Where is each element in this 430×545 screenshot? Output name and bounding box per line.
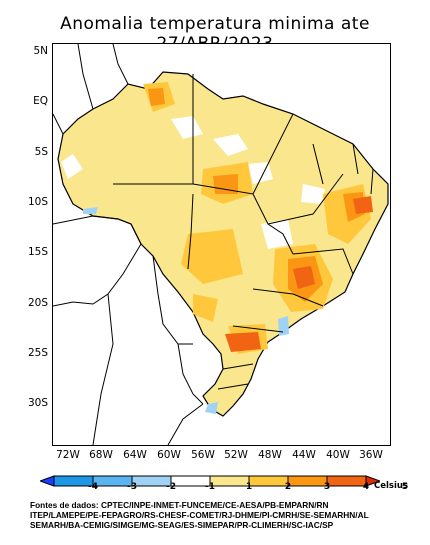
neutral-patch: [171, 116, 203, 139]
lon-label-44w: 44W: [292, 449, 316, 461]
colorbar: [40, 475, 380, 487]
hot-region: [148, 88, 165, 106]
very-hot-region: [353, 196, 373, 214]
colorbar-tick-label: -2: [166, 482, 176, 492]
very-hot-region: [225, 332, 261, 352]
colorbar-arrow-left: [40, 475, 55, 487]
colorbar-tick-label: 3: [323, 482, 331, 492]
colorbar-tick-label: 2: [284, 482, 292, 492]
lon-label-60w: 60W: [157, 449, 181, 461]
sources-line-1: Fontes de dados: CPTEC/INPE-INMET-FUNCEM…: [30, 500, 329, 510]
warm-region: [181, 229, 243, 284]
hot-region: [213, 174, 238, 194]
neutral-patch: [261, 219, 293, 249]
lat-label-5n: 5N: [33, 45, 48, 57]
colorbar-arrow-right: [365, 475, 380, 487]
lon-label-52w: 52W: [224, 449, 248, 461]
colorbar-tick-label: -3: [127, 482, 137, 492]
warm-region: [193, 294, 218, 322]
lon-label-68w: 68W: [89, 449, 113, 461]
country-borders: [53, 44, 204, 445]
lat-label-30s: 30S: [27, 397, 48, 409]
lon-label-64w: 64W: [123, 449, 147, 461]
data-sources: Fontes de dados: CPTEC/INPE-INMET-FUNCEM…: [30, 500, 428, 530]
lon-label-48w: 48W: [258, 449, 282, 461]
neutral-patch: [213, 134, 248, 156]
lon-label-72w: 72W: [56, 449, 80, 461]
lat-label-eq: EQ: [33, 95, 48, 107]
lon-label-36w: 36W: [359, 449, 383, 461]
lat-label-15s: 15S: [27, 246, 48, 258]
sources-line-2: ITEP/LAMEPE/PE-FEPAGRO/RS-CHESF-COMET/RJ…: [30, 510, 369, 520]
colorbar-tick-label: 4: [362, 482, 370, 492]
lat-label-20s: 20S: [27, 297, 48, 309]
lat-label-5s: 5S: [34, 146, 48, 158]
colorbar-unit: Celsius: [374, 481, 408, 491]
lon-label-40w: 40W: [326, 449, 350, 461]
cold-patch: [278, 316, 289, 336]
neutral-patch: [301, 184, 325, 204]
sources-line-3: SEMARH/BA-CEMIG/SIMGE/MG-SEAG/ES-SIMEPAR…: [30, 520, 334, 530]
lat-label-25s: 25S: [27, 347, 48, 359]
state-borders: [113, 74, 374, 390]
neutral-patch: [61, 154, 83, 179]
cold-patch: [205, 402, 218, 414]
lat-label-10s: 10S: [27, 196, 48, 208]
colorbar-tick-label: 5: [401, 482, 409, 492]
cold-patch: [83, 207, 98, 214]
map-canvas: [53, 44, 389, 445]
anomaly-map: [52, 43, 391, 446]
colorbar-tick-label: 1: [245, 482, 253, 492]
colorbar-tick-label: -1: [205, 482, 215, 492]
colorbar-tick-label: -4: [88, 482, 98, 492]
very-hot-region: [293, 266, 315, 289]
lon-label-56w: 56W: [191, 449, 215, 461]
